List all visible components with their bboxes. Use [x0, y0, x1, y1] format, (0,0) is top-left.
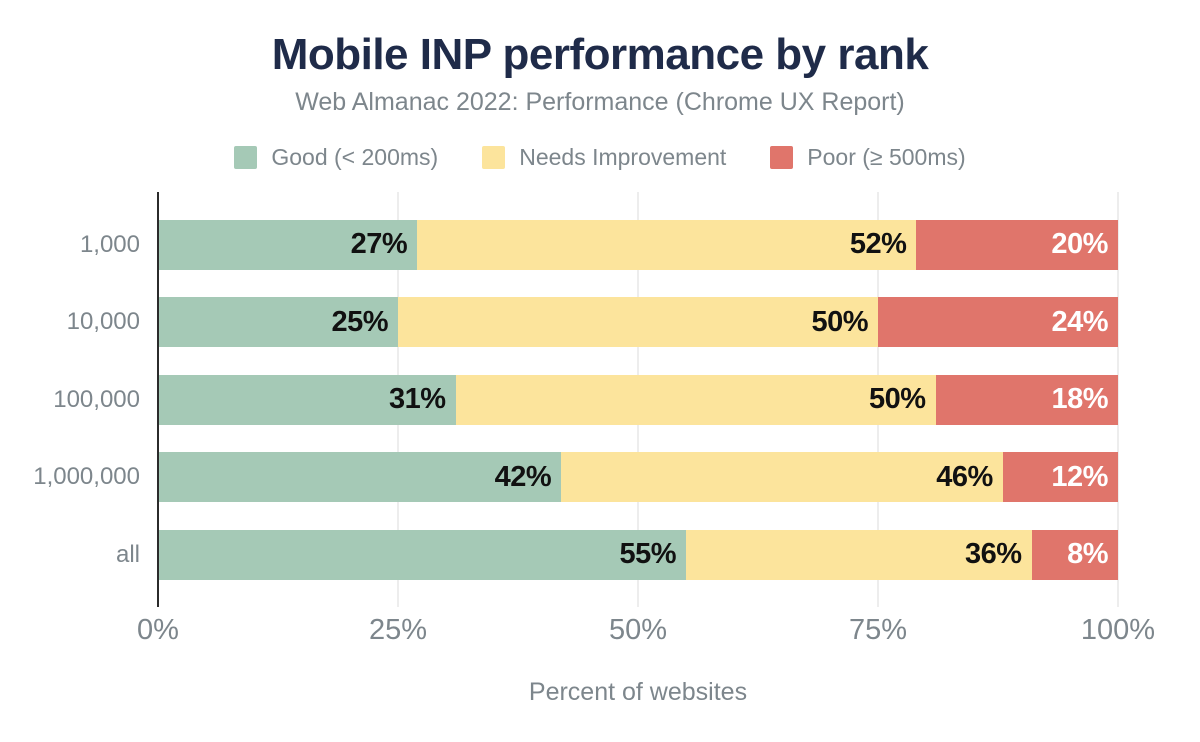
x-axis-title: Percent of websites — [528, 678, 748, 706]
bar-row: 10,000 25% 50% 24% — [67, 297, 1118, 347]
bar-segment: 42% — [158, 452, 562, 502]
y-category-label: all — [115, 540, 140, 568]
legend-item-3: Poor (≥ 500ms) — [770, 144, 966, 171]
bar-segment: 46% — [561, 452, 1003, 502]
y-category-label: 1,000,000 — [33, 463, 140, 490]
bar-rows: 1,000 27% 52% 20% 10,000 25% 50% 24% 100,000 31% 5… — [33, 192, 1118, 607]
bar-segment: 55% — [158, 529, 686, 580]
bar-segment: 27% — [158, 219, 418, 270]
bar-segment: 18% — [935, 374, 1118, 425]
legend: Good (< 200ms) Needs Improvement Poor (≥ 5… — [0, 144, 1200, 171]
plot-area: 1,000 27% 52% 20% 10,000 25% 50% 24% 100,000 31% 5… — [33, 192, 1119, 607]
bar-segment: 25% — [158, 297, 398, 347]
chart-subtitle: Web Almanac 2022: Performance (Chrome UX… — [295, 88, 905, 116]
legend-swatch-icon — [234, 146, 258, 169]
legend-swatch-icon — [770, 146, 794, 169]
bar-segment: 8% — [1031, 529, 1118, 580]
bar-segment: 50% — [455, 374, 936, 425]
x-tick-label: 0% — [137, 614, 179, 646]
x-tick-label: 25% — [368, 614, 428, 646]
bar-segment: 20% — [916, 219, 1118, 270]
legend-item-label: Needs Improvement — [519, 144, 727, 170]
legend-item-label: Good (< 200ms) — [271, 144, 439, 170]
bar-row: all 55% 36% 8% — [116, 529, 1118, 580]
x-tick-label: 100% — [1080, 614, 1156, 646]
y-category-label: 10,000 — [66, 308, 140, 335]
y-axis-line — [157, 192, 159, 607]
bar-segment: 24% — [878, 297, 1118, 347]
bar-row: 1,000 27% 52% 20% — [80, 219, 1118, 270]
bar-row: 100,000 31% 50% 18% — [53, 374, 1118, 425]
bar-segment: 50% — [398, 297, 878, 347]
x-tick-label: 50% — [608, 614, 668, 646]
legend-item-label: Poor (≥ 500ms) — [807, 144, 966, 170]
bar-segment: 31% — [158, 374, 456, 425]
x-tick-label: 75% — [848, 614, 908, 646]
gridline — [1117, 192, 1119, 607]
y-category-label: 100,000 — [53, 385, 140, 413]
x-axis: 0% 25% 50% 75% 100% — [137, 614, 1155, 650]
chart-title: Mobile INP performance by rank — [271, 30, 929, 79]
bar-segment: 36% — [686, 529, 1032, 580]
y-category-label: 1,000 — [79, 230, 140, 258]
legend-item-2: Needs Improvement — [482, 144, 726, 171]
legend-swatch-icon — [482, 146, 506, 169]
bar-row: 1,000,000 42% 46% 12% — [33, 452, 1118, 502]
bar-segment: 12% — [1002, 452, 1118, 502]
legend-item-1: Good (< 200ms) — [234, 144, 438, 171]
bar-segment: 52% — [417, 219, 917, 270]
